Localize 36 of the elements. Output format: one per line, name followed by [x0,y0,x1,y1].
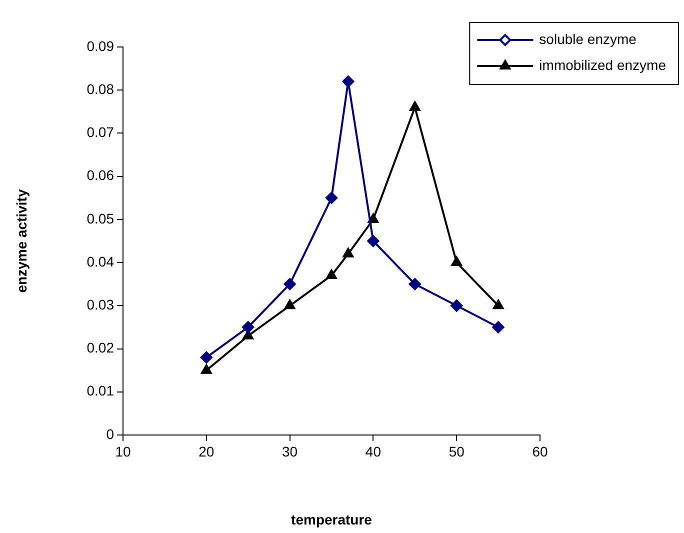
y-tick-label: 0 [106,426,114,442]
legend-label: immobilized enzyme [539,56,666,73]
y-tick-label: 0.02 [86,340,114,356]
point [284,278,296,290]
point [410,101,420,111]
point [326,269,337,279]
y-tick-label: 0.07 [86,124,114,140]
x-tick-label: 40 [365,443,382,460]
point [492,300,504,310]
y-tick-label: 0.09 [86,38,114,54]
point [326,192,338,204]
y-tick-label: 0.05 [86,210,114,226]
point [242,321,254,334]
y-tick-label: 0.03 [86,296,114,313]
y-tick-label: 0.04 [86,253,114,270]
point [342,75,354,88]
point [451,256,462,266]
point [492,321,504,334]
x-tick-label: 10 [115,443,131,460]
point [450,300,463,312]
point [201,364,212,374]
point [408,278,421,290]
legend-label: soluble enzyme [539,30,637,47]
y-tick-label: 0.08 [86,80,114,97]
point [200,351,212,364]
x-axis-title: temperature [291,511,372,528]
point [367,235,380,247]
y-tick-label: 0.06 [86,167,114,184]
y-axis-title: enzyme activity [13,189,30,293]
point [342,248,354,258]
x-tick-label: 20 [198,443,214,460]
x-tick-label: 30 [282,443,298,460]
x-tick-label: 60 [532,443,548,460]
y-tick-label: 0.01 [86,382,114,399]
point [284,300,296,310]
x-tick-label: 50 [448,443,465,460]
